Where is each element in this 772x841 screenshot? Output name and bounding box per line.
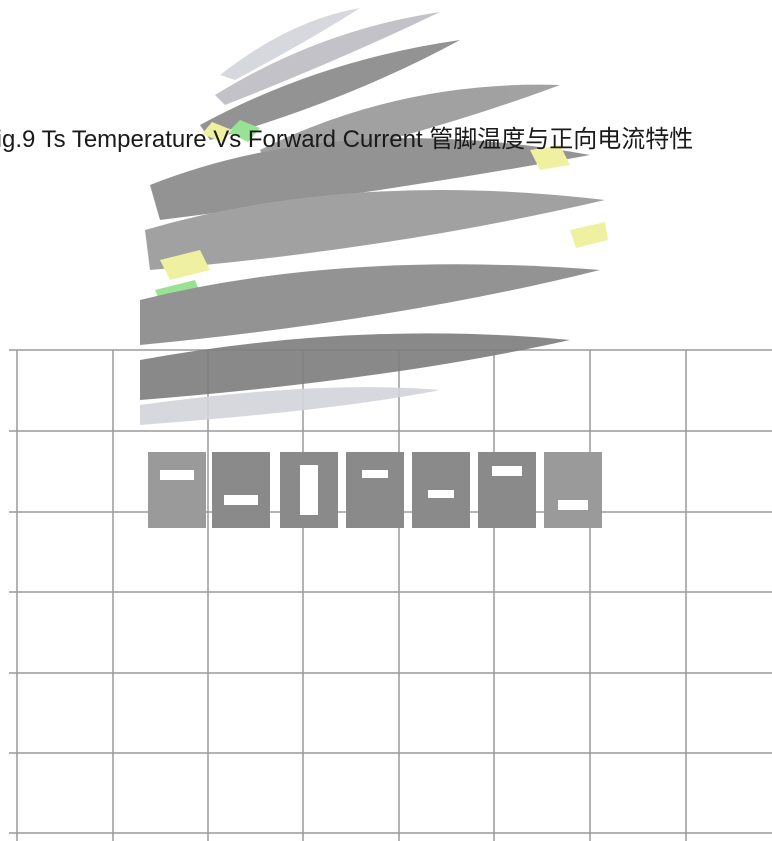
grid-lines	[9, 349, 772, 841]
logo-brushstrokes	[140, 8, 608, 425]
chart-title: Fig.9 Ts Temperature Vs Forward Current …	[0, 126, 694, 153]
watermark-logo	[140, 8, 608, 528]
logo-wordmark	[148, 452, 602, 528]
